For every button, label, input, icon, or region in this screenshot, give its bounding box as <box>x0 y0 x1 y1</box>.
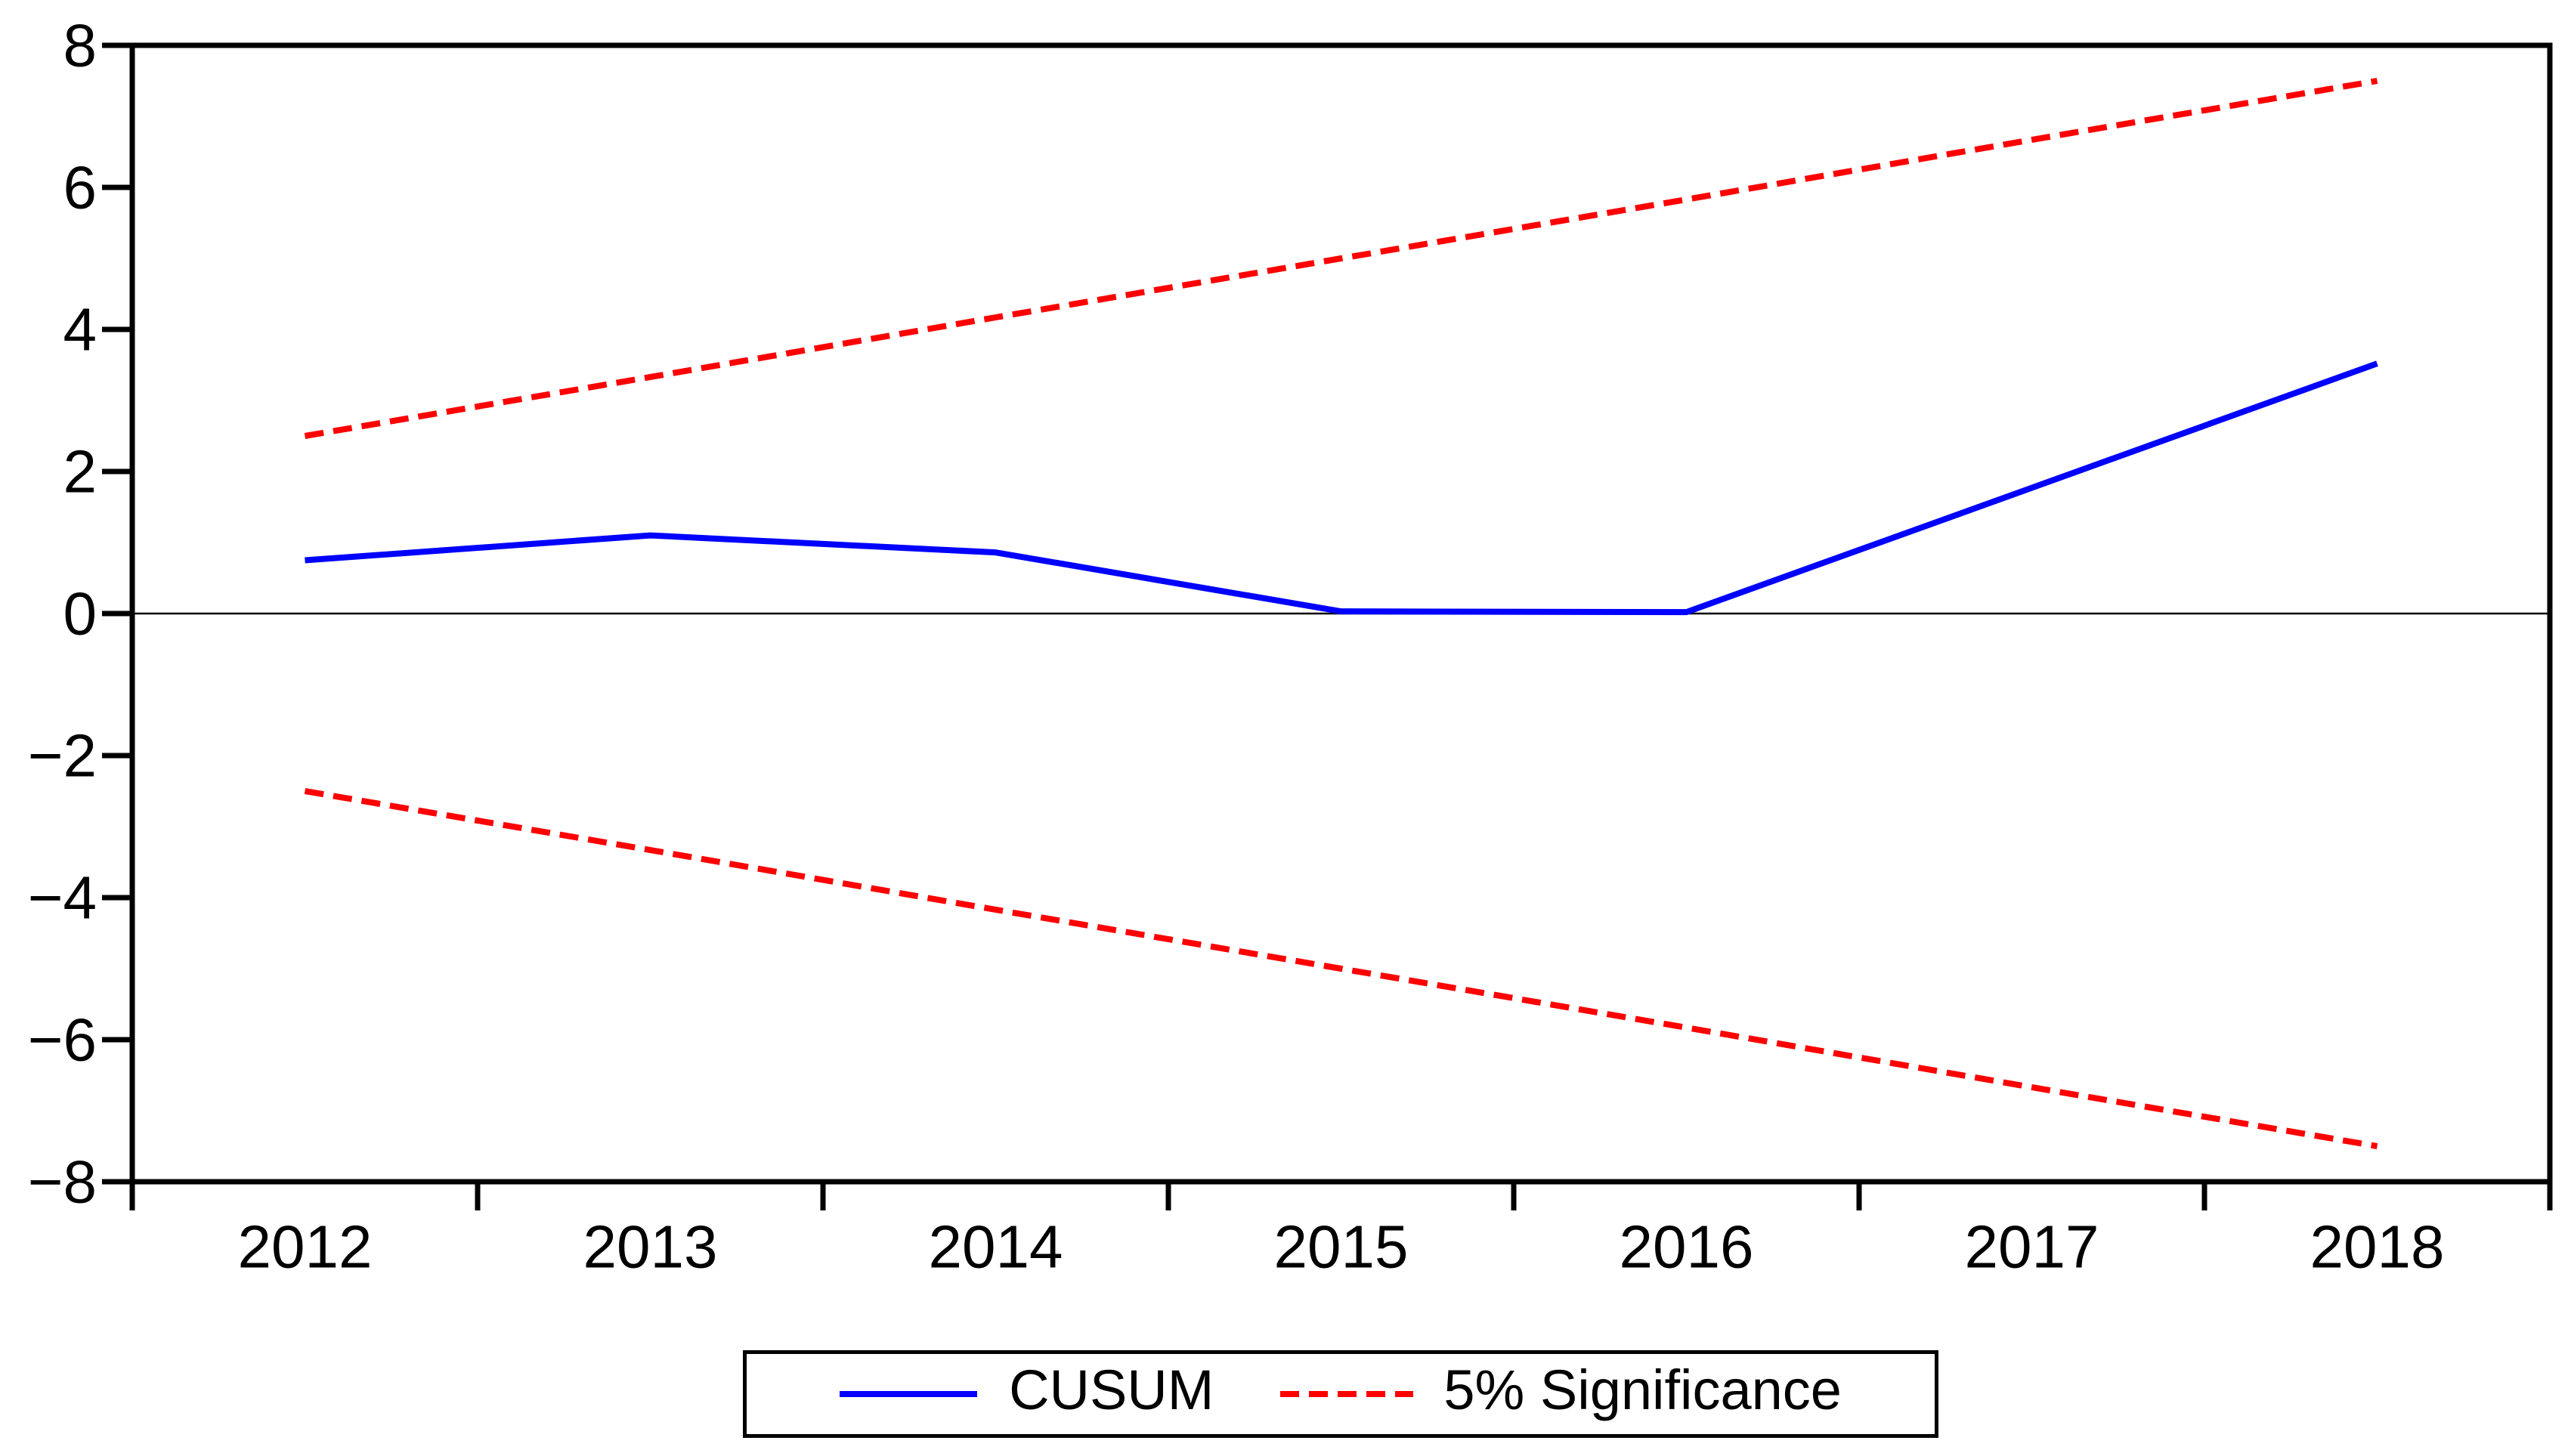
x-axis-tick-label: 2014 <box>929 1213 1063 1281</box>
x-axis-tick-label: 2018 <box>2310 1213 2445 1281</box>
legend-significance-label: 5% Significance <box>1443 1359 1842 1421</box>
y-axis-tick-label: 4 <box>63 296 97 363</box>
series-group <box>304 78 2378 1149</box>
x-axis-tick-label: 2016 <box>1620 1213 1754 1281</box>
y-axis-tick-label: −2 <box>28 722 97 790</box>
significance-lower-line <box>304 788 2378 1149</box>
legend-significance-line-swatch <box>1280 1391 1414 1397</box>
y-axis-tick-label: −8 <box>28 1148 97 1216</box>
y-axis-tick-label: 2 <box>63 438 97 505</box>
x-axis-tick-label: 2015 <box>1274 1213 1409 1281</box>
y-axis-tick-label: −6 <box>28 1006 97 1074</box>
cusum-line <box>305 360 2378 616</box>
legend-cusum-line-swatch <box>840 1391 978 1397</box>
x-axis-labels: 2012 2013 2014 2015 2016 2017 2018 <box>238 1213 2445 1281</box>
significance-upper-line <box>304 78 2378 439</box>
y-axis-tick-label: 0 <box>63 580 97 648</box>
y-axis-ticks <box>102 42 132 1185</box>
y-axis-labels: 8 6 4 2 0 −2 −4 −6 −8 <box>28 12 97 1216</box>
legend: CUSUM 5% Significance <box>743 1350 1938 1438</box>
x-axis-tick-label: 2017 <box>1965 1213 2099 1281</box>
x-axis-tick-label: 2012 <box>238 1213 373 1281</box>
y-axis-tick-label: −4 <box>28 864 97 932</box>
y-axis-tick-label: 6 <box>63 154 97 221</box>
y-axis-tick-label: 8 <box>63 12 97 79</box>
x-axis-tick-label: 2013 <box>583 1213 718 1281</box>
legend-cusum-label: CUSUM <box>1009 1359 1214 1421</box>
x-axis-ticks <box>129 1182 2553 1210</box>
